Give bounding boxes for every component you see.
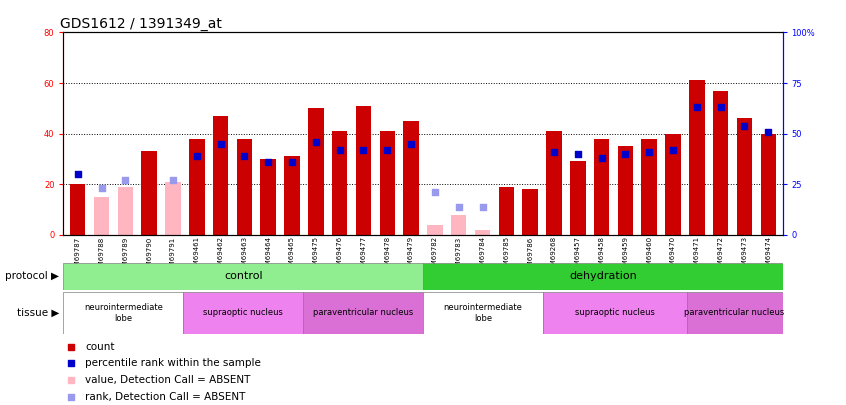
Bar (380, 131, 395, 235)
Bar (427, 225, 442, 235)
Bar (63, 292, 184, 334)
Point (285, 159, 299, 165)
Bar (618, 146, 633, 235)
Bar (451, 215, 466, 235)
Bar (63, 263, 423, 290)
Point (475, 203, 489, 210)
Text: neurointermediate
lobe: neurointermediate lobe (84, 303, 162, 322)
Bar (141, 151, 157, 235)
Point (261, 159, 275, 165)
Bar (594, 139, 609, 235)
Text: value, Detection Call = ABSENT: value, Detection Call = ABSENT (85, 375, 250, 385)
Bar (570, 162, 585, 235)
Bar (475, 230, 491, 235)
Point (714, 104, 728, 111)
Text: paraventricular nucleus: paraventricular nucleus (313, 308, 413, 318)
Text: protocol ▶: protocol ▶ (5, 271, 59, 281)
Text: supraoptic nucleus: supraoptic nucleus (574, 308, 655, 318)
Text: GDS1612 / 1391349_at: GDS1612 / 1391349_at (60, 17, 222, 31)
Bar (94, 197, 109, 235)
Bar (761, 134, 776, 235)
Point (309, 139, 322, 145)
Point (547, 149, 561, 155)
Bar (213, 116, 228, 235)
Bar (641, 139, 657, 235)
Point (357, 147, 371, 153)
Text: percentile rank within the sample: percentile rank within the sample (85, 358, 261, 368)
Bar (308, 108, 323, 235)
Point (571, 151, 585, 157)
Bar (543, 292, 687, 334)
Bar (165, 182, 181, 235)
Text: supraoptic nucleus: supraoptic nucleus (203, 308, 283, 318)
Bar (713, 91, 728, 235)
Bar (332, 131, 348, 235)
Text: count: count (85, 341, 114, 352)
Point (166, 177, 179, 183)
Point (63, 343, 78, 350)
Point (404, 141, 418, 147)
Bar (237, 139, 252, 235)
Text: rank, Detection Call = ABSENT: rank, Detection Call = ABSENT (85, 392, 245, 402)
Bar (423, 292, 543, 334)
Bar (687, 292, 783, 334)
Point (63, 360, 78, 367)
Bar (665, 134, 681, 235)
Bar (355, 106, 371, 235)
Point (761, 128, 775, 135)
Point (618, 151, 632, 157)
Bar (547, 131, 562, 235)
Point (428, 189, 442, 196)
Bar (303, 292, 423, 334)
Point (690, 104, 704, 111)
Point (190, 153, 204, 159)
Point (381, 147, 394, 153)
Point (667, 147, 680, 153)
Bar (118, 187, 133, 235)
Point (595, 155, 608, 161)
Text: control: control (224, 271, 262, 281)
Bar (498, 187, 514, 235)
Bar (404, 121, 419, 235)
Point (214, 141, 228, 147)
Point (738, 122, 751, 129)
Bar (737, 118, 752, 235)
Point (95, 185, 108, 192)
Text: paraventricular nucleus: paraventricular nucleus (684, 308, 785, 318)
Point (642, 149, 656, 155)
Bar (184, 292, 303, 334)
Point (332, 147, 346, 153)
Text: dehydration: dehydration (569, 271, 637, 281)
Point (71, 171, 85, 177)
Point (118, 177, 132, 183)
Bar (70, 184, 85, 235)
Point (63, 393, 78, 400)
Bar (189, 139, 205, 235)
Text: tissue ▶: tissue ▶ (17, 308, 59, 318)
Bar (523, 190, 538, 235)
Bar (284, 156, 299, 235)
Bar (423, 263, 783, 290)
Point (238, 153, 251, 159)
Bar (689, 81, 705, 235)
Bar (261, 159, 276, 235)
Point (452, 203, 465, 210)
Text: neurointermediate
lobe: neurointermediate lobe (443, 303, 522, 322)
Point (63, 377, 78, 383)
